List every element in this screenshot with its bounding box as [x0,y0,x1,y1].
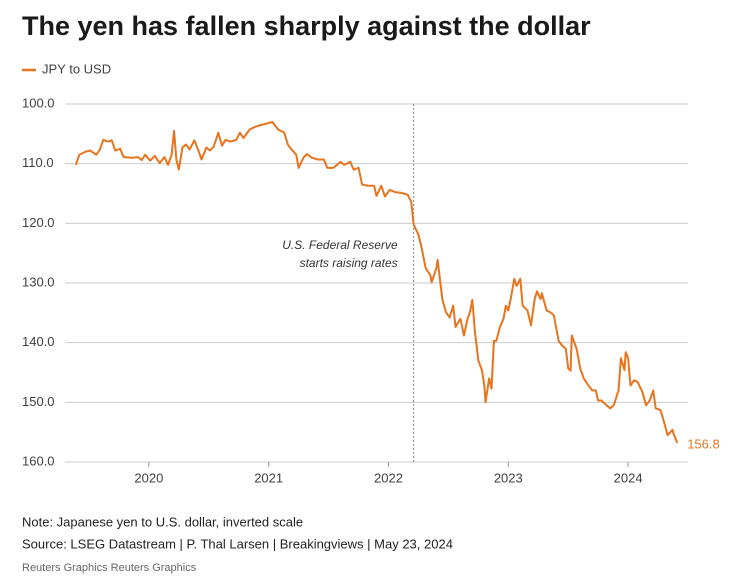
x-tick-label: 2023 [494,470,523,485]
chart-title: The yen has fallen sharply against the d… [22,11,591,41]
y-tick-label: 160.0 [22,453,55,468]
line [74,120,679,444]
annotation-text: U.S. Federal Reserve [282,238,398,252]
annotation-text: starts raising rates [300,256,398,270]
credit: Reuters Graphics Reuters Graphics [22,562,197,574]
x-tick-label: 2024 [614,470,643,485]
legend-label: JPY to USD [42,61,111,76]
end-label: 156.8 [687,436,720,451]
x-tick-label: 2022 [374,470,403,485]
y-tick-label: 130.0 [22,274,55,289]
source: Source: LSEG Datastream | P. Thal Larsen… [22,536,453,551]
y-tick-label: 150.0 [22,394,55,409]
y-tick-label: 120.0 [22,215,55,230]
note: Note: Japanese yen to U.S. dollar, inver… [22,514,303,529]
x-tick-label: 2020 [134,470,163,485]
y-tick-label: 100.0 [22,95,55,110]
y-tick-label: 140.0 [22,334,55,349]
x-tick-label: 2021 [254,470,283,485]
y-tick-label: 110.0 [22,155,54,170]
